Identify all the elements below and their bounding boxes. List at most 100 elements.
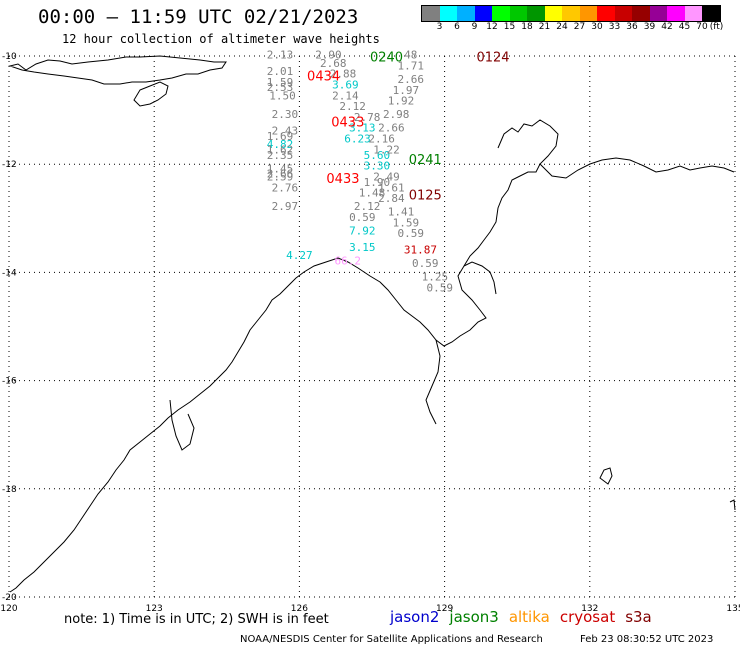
- wave-height-value: 1.59: [267, 76, 294, 89]
- color-scale-label: 6: [454, 22, 460, 32]
- wave-height-value: 1.48: [359, 187, 386, 200]
- lat-lon-grid: [8, 55, 736, 598]
- longitude-label: 129: [436, 604, 453, 614]
- color-swatch: [684, 6, 702, 21]
- coastline-segment: [463, 261, 497, 295]
- coastline-segment: [169, 399, 195, 451]
- wave-height-value: 3.15: [349, 241, 376, 254]
- wave-height-value: 2.84: [378, 192, 405, 205]
- wave-height-value: 2.88: [330, 68, 357, 81]
- wave-height-value: 3.30: [364, 160, 391, 173]
- color-scale-label: 42: [661, 22, 673, 32]
- color-scale-label: 12: [486, 22, 498, 32]
- latitude-label: -14: [2, 268, 17, 278]
- color-scale-label: 18: [521, 22, 533, 32]
- satellite-pass-labels: 0240 0124 0434 0433 0241 0433 0125: [307, 50, 509, 203]
- coastline: [8, 55, 736, 593]
- legend-item: jason3: [449, 608, 499, 626]
- wave-height-value: 48: [404, 49, 417, 62]
- wave-height-value: 2.97: [272, 200, 299, 213]
- coastline-segment: [425, 339, 441, 425]
- latitude-label: -18: [2, 485, 17, 495]
- wave-height-value: 2.90: [315, 49, 342, 62]
- color-scale-label: 3: [436, 22, 443, 32]
- latitude-label: -16: [2, 377, 17, 387]
- wave-height-value: 0.59: [412, 257, 439, 270]
- pass-time-label: 0241: [409, 153, 442, 168]
- color-swatch: [562, 6, 580, 21]
- coastline-segment: [8, 55, 227, 85]
- wave-height-value: 2.66: [397, 73, 424, 86]
- wave-height-value: 1.62: [267, 143, 294, 156]
- wave-height-value: 1.69: [267, 130, 294, 143]
- wave-height-value: 4.82: [267, 138, 294, 151]
- wave-height-value: 2.53: [267, 81, 294, 94]
- wave-height-value: 2.59: [267, 170, 294, 183]
- wave-height-value: 2.16: [368, 133, 395, 146]
- legend-item: altika: [508, 608, 550, 626]
- wave-height-value: 3.13: [349, 122, 376, 135]
- wave-height-value: 31.87: [404, 243, 437, 256]
- wave-height-value: 2.76: [272, 181, 299, 194]
- latitude-label: -12: [2, 160, 17, 170]
- wave-height-value: 2.01: [267, 65, 294, 78]
- color-swatch: [457, 6, 475, 21]
- coastline-segment: [539, 157, 735, 179]
- wave-height-value: 0.59: [397, 227, 424, 240]
- wave-height-value: 2.30: [272, 108, 299, 121]
- color-scale-label: 9: [471, 22, 478, 32]
- color-swatch: [492, 6, 510, 21]
- color-scale-label: 15: [503, 22, 516, 32]
- wave-height-value: 3.69: [332, 78, 359, 91]
- color-scale-label: 36: [626, 22, 638, 32]
- wave-height-value: 1.71: [397, 60, 424, 73]
- wave-height-value: 2.13: [267, 49, 294, 62]
- wave-height-value: 0.59: [349, 211, 376, 224]
- coastline-segment: [729, 499, 736, 511]
- longitude-label: 132: [581, 604, 598, 614]
- axis-labels: 120 123 126 129 132 135 -10 -12 -14 -16 -18 -20: [0, 52, 740, 614]
- map-subtitle: 12 hour collection of altimeter wave hei…: [62, 32, 380, 46]
- credit-text: NOAA/NESDIS Center for Satellite Applica…: [240, 634, 543, 645]
- wave-height-value: 1.25: [422, 271, 449, 284]
- coastline-segment: [599, 467, 613, 485]
- wave-height-value: 1.22: [373, 143, 400, 156]
- latitude-label: -20: [2, 593, 17, 603]
- wave-height-value: 2.14: [332, 89, 359, 102]
- color-swatch: [544, 6, 562, 21]
- color-swatch: [649, 6, 667, 21]
- wave-height-value: 2.49: [373, 170, 400, 183]
- pass-time-label: 0433: [326, 172, 359, 187]
- color-scale-label: 39: [643, 22, 656, 32]
- color-swatch: [579, 6, 597, 21]
- longitude-label: 123: [146, 604, 163, 614]
- longitude-label: 120: [0, 604, 17, 614]
- wave-height-value: 1.97: [393, 84, 420, 97]
- latitude-label: -10: [2, 52, 17, 62]
- wave-height-value: 5.60: [364, 149, 391, 162]
- pass-time-label: 0125: [409, 188, 442, 203]
- color-scale-label: 21: [538, 22, 551, 32]
- color-scale-label: 27: [573, 22, 586, 32]
- wave-height-value: 4.27: [286, 249, 313, 262]
- longitude-label: 126: [291, 604, 308, 614]
- note-text: note: 1) Time is in UTC; 2) SWH is in fe…: [64, 612, 329, 627]
- color-swatch: [527, 6, 545, 21]
- pass-time-label: 0433: [331, 115, 364, 130]
- color-swatch: [632, 6, 650, 21]
- color-swatch: [702, 6, 720, 21]
- pass-time-label: 0240: [370, 50, 403, 65]
- pass-time-label: 0124: [476, 50, 509, 65]
- wave-height-value: 0.59: [427, 281, 454, 294]
- wave-height-value: 1.59: [393, 216, 420, 229]
- wave-height-value: 2.98: [383, 108, 410, 121]
- color-swatch: [667, 6, 685, 21]
- wave-height-value: 1.41: [388, 206, 415, 219]
- color-swatch: [614, 6, 632, 21]
- wave-height-value: 2.35: [267, 149, 294, 162]
- wave-height-value: 66.2: [335, 254, 362, 267]
- color-scale-label: 33: [608, 22, 621, 32]
- color-swatch: [422, 6, 440, 21]
- legend-item: cryosat: [559, 608, 616, 626]
